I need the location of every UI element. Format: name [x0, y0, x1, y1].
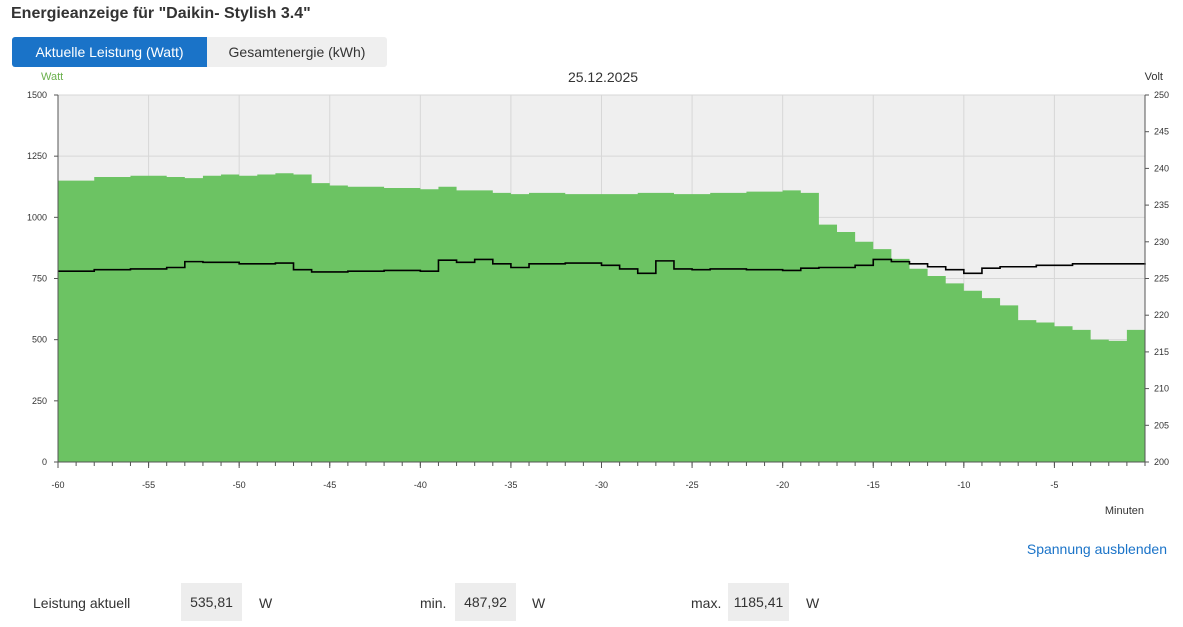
right-tick-label: 230 — [1154, 237, 1169, 247]
stat-current-value: 535,81 — [181, 583, 242, 621]
right-tick-label: 240 — [1154, 163, 1169, 173]
stat-current-unit: W — [259, 595, 273, 611]
left-tick-label: 1500 — [27, 90, 47, 100]
right-tick-label: 245 — [1154, 127, 1169, 137]
stat-max-value: 1185,41 — [728, 583, 789, 621]
stat-min-unit: W — [532, 595, 546, 611]
left-tick-label: 250 — [32, 396, 47, 406]
right-tick-label: 235 — [1154, 200, 1169, 210]
page-title: Energieanzeige für "Daikin- Stylish 3.4" — [11, 5, 311, 22]
power-voltage-chart: -60 -55 -50 -45 -40 -35 -30 -25 -20 -15 -10 -502505… — [27, 69, 1169, 517]
chart-date-title: 25.12.2025 — [568, 69, 638, 85]
x-tick-label: -10 — [957, 480, 970, 490]
chart-axes — [54, 94, 1149, 468]
x-tick-label: -25 — [686, 480, 699, 490]
right-tick-label: 220 — [1154, 310, 1169, 320]
right-tick-label: 210 — [1154, 384, 1169, 394]
tab-total-energy[interactable]: Gesamtenergie (kWh) — [207, 37, 387, 67]
tab-current-power[interactable]: Aktuelle Leistung (Watt) — [12, 37, 207, 67]
x-tick-label: -60 — [51, 480, 64, 490]
x-tick-label: -30 — [595, 480, 608, 490]
x-tick-label: -20 — [776, 480, 789, 490]
right-tick-label: 215 — [1154, 347, 1169, 357]
x-tick-label: -40 — [414, 480, 427, 490]
right-tick-label: 200 — [1154, 457, 1169, 467]
right-tick-label: 225 — [1154, 274, 1169, 284]
stat-max-unit: W — [806, 595, 820, 611]
x-tick-label: -45 — [323, 480, 336, 490]
left-tick-label: 500 — [32, 335, 47, 345]
power-area-series — [58, 173, 1145, 462]
x-tick-label: -55 — [142, 480, 155, 490]
left-tick-label: 0 — [42, 457, 47, 467]
left-tick-label: 1250 — [27, 151, 47, 161]
chart-labels: -60 -55 -50 -45 -40 -35 -30 -25 -20 -15 -10 -502505… — [27, 69, 1169, 517]
stats-bar: Leistung aktuell 535,81 W min. 487,92 W … — [0, 583, 1183, 621]
stat-min-label: min. — [420, 595, 447, 611]
chart-tabs: Aktuelle Leistung (Watt) Gesamtenergie (… — [12, 37, 387, 67]
stat-min-value: 487,92 — [455, 583, 516, 621]
x-tick-label: -15 — [867, 480, 880, 490]
x-tick-label: -50 — [233, 480, 246, 490]
hide-voltage-link[interactable]: Spannung ausblenden — [1026, 541, 1167, 557]
left-tick-label: 750 — [32, 274, 47, 284]
x-tick-label: -35 — [504, 480, 517, 490]
x-axis-title: Minuten — [1105, 505, 1144, 517]
left-tick-label: 1000 — [27, 212, 47, 222]
right-tick-label: 205 — [1154, 420, 1169, 430]
right-tick-label: 250 — [1154, 90, 1169, 100]
left-axis-title: Watt — [41, 71, 63, 83]
voltage-line-series — [58, 258, 1146, 275]
x-tick-label: -5 — [1050, 480, 1058, 490]
stat-current-label: Leistung aktuell — [33, 595, 131, 611]
stat-max-label: max. — [691, 595, 722, 611]
right-axis-title: Volt — [1145, 71, 1163, 83]
